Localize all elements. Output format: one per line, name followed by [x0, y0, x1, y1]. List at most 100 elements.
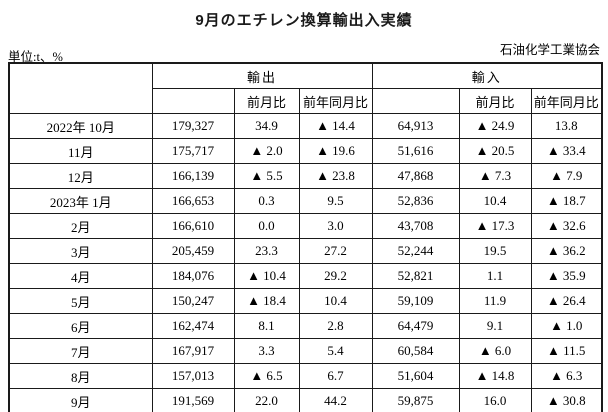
export-value-cell: 166,653: [151, 188, 235, 214]
unit-label: 単位:t、%: [8, 50, 63, 64]
export-yoy-cell: ▲ 14.4: [298, 113, 373, 139]
export-mom-header: 前月比: [233, 88, 300, 114]
month-cell: 8月: [8, 363, 153, 389]
import-yoy-cell: ▲ 11.5: [530, 338, 603, 364]
import-value-cell: 64,479: [371, 313, 460, 339]
export-value-cell: 167,917: [151, 338, 235, 364]
table-row: 11月 175,717 ▲ 2.0 ▲ 19.6 51,616 ▲ 20.5 ▲…: [8, 138, 603, 164]
month-cell: 5月: [8, 288, 153, 314]
import-value-cell: 64,913: [371, 113, 460, 139]
import-value-cell: 59,875: [371, 388, 460, 412]
month-cell: 2022年 10月: [8, 113, 153, 139]
table-row: 12月 166,139 ▲ 5.5 ▲ 23.8 47,868 ▲ 7.3 ▲ …: [8, 163, 603, 189]
import-value-cell: 52,244: [371, 238, 460, 264]
import-yoy-cell: ▲ 6.3: [530, 363, 603, 389]
export-value-cell: 191,569: [151, 388, 235, 412]
export-yoy-cell: 29.2: [298, 263, 373, 289]
export-mom-cell: 22.0: [233, 388, 300, 412]
table-row: 6月 162,474 8.1 2.8 64,479 9.1 ▲ 1.0: [8, 313, 603, 339]
export-value-cell: 205,459: [151, 238, 235, 264]
import-mom-cell: ▲ 7.3: [458, 163, 532, 189]
import-mom-cell: 1.1: [458, 263, 532, 289]
table-row: 5月 150,247 ▲ 18.4 10.4 59,109 11.9 ▲ 26.…: [8, 288, 603, 314]
import-mom-cell: 16.0: [458, 388, 532, 412]
import-mom-cell: ▲ 24.9: [458, 113, 532, 139]
import-value-cell: 52,836: [371, 188, 460, 214]
import-value-header: [371, 88, 460, 114]
export-value-cell: 179,327: [151, 113, 235, 139]
import-mom-cell: 10.4: [458, 188, 532, 214]
meta-row: 単位:t、% 石油化学工業協会: [8, 36, 600, 64]
import-yoy-cell: 13.8: [530, 113, 603, 139]
export-mom-cell: ▲ 5.5: [233, 163, 300, 189]
table-row: 4月 184,076 ▲ 10.4 29.2 52,821 1.1 ▲ 35.9: [8, 263, 603, 289]
export-value-cell: 184,076: [151, 263, 235, 289]
import-mom-header: 前月比: [458, 88, 532, 114]
import-value-cell: 51,616: [371, 138, 460, 164]
table-row: 7月 167,917 3.3 5.4 60,584 ▲ 6.0 ▲ 11.5: [8, 338, 603, 364]
export-mom-cell: ▲ 2.0: [233, 138, 300, 164]
export-yoy-cell: 3.0: [298, 213, 373, 239]
organization-label: 石油化学工業協会: [499, 43, 600, 57]
import-yoy-cell: ▲ 36.2: [530, 238, 603, 264]
export-mom-cell: ▲ 10.4: [233, 263, 300, 289]
import-value-cell: 52,821: [371, 263, 460, 289]
import-yoy-header: 前年同月比: [530, 88, 603, 114]
export-mom-cell: ▲ 18.4: [233, 288, 300, 314]
export-group-header: 輸出: [151, 62, 373, 89]
import-mom-cell: 19.5: [458, 238, 532, 264]
month-cell: 2月: [8, 213, 153, 239]
export-value-header: [151, 88, 235, 114]
import-yoy-cell: ▲ 35.9: [530, 263, 603, 289]
month-cell: 12月: [8, 163, 153, 189]
export-yoy-cell: 44.2: [298, 388, 373, 412]
export-yoy-cell: ▲ 19.6: [298, 138, 373, 164]
import-yoy-cell: ▲ 30.8: [530, 388, 603, 412]
month-column-header: [8, 62, 153, 114]
month-cell: 11月: [8, 138, 153, 164]
import-mom-cell: 9.1: [458, 313, 532, 339]
import-value-cell: 47,868: [371, 163, 460, 189]
export-yoy-cell: 5.4: [298, 338, 373, 364]
import-mom-cell: ▲ 6.0: [458, 338, 532, 364]
import-mom-cell: 11.9: [458, 288, 532, 314]
header-row-groups: 輸出 輸入: [8, 62, 603, 114]
export-value-cell: 175,717: [151, 138, 235, 164]
import-yoy-cell: ▲ 7.9: [530, 163, 603, 189]
export-value-cell: 166,139: [151, 163, 235, 189]
export-mom-cell: 34.9: [233, 113, 300, 139]
export-value-cell: 166,610: [151, 213, 235, 239]
import-mom-cell: ▲ 14.8: [458, 363, 532, 389]
month-cell: 6月: [8, 313, 153, 339]
month-cell: 7月: [8, 338, 153, 364]
month-cell: 3月: [8, 238, 153, 264]
export-value-cell: 150,247: [151, 288, 235, 314]
import-value-cell: 51,604: [371, 363, 460, 389]
import-yoy-cell: ▲ 1.0: [530, 313, 603, 339]
export-mom-cell: 0.0: [233, 213, 300, 239]
month-cell: 9月: [8, 388, 153, 412]
report-title: 9月のエチレン換算輸出入実績: [195, 12, 413, 29]
export-mom-cell: 0.3: [233, 188, 300, 214]
table-row: 2022年 10月 179,327 34.9 ▲ 14.4 64,913 ▲ 2…: [8, 113, 603, 139]
export-yoy-cell: 6.7: [298, 363, 373, 389]
export-yoy-cell: 2.8: [298, 313, 373, 339]
table-row: 2023年 1月 166,653 0.3 9.5 52,836 10.4 ▲ 1…: [8, 188, 603, 214]
export-mom-cell: ▲ 6.5: [233, 363, 300, 389]
export-mom-cell: 3.3: [233, 338, 300, 364]
import-yoy-cell: ▲ 33.4: [530, 138, 603, 164]
import-yoy-cell: ▲ 18.7: [530, 188, 603, 214]
month-cell: 4月: [8, 263, 153, 289]
import-value-cell: 43,708: [371, 213, 460, 239]
export-yoy-cell: ▲ 23.8: [298, 163, 373, 189]
table-row: 2月 166,610 0.0 3.0 43,708 ▲ 17.3 ▲ 32.6: [8, 213, 603, 239]
export-mom-cell: 8.1: [233, 313, 300, 339]
table-row: 9月 191,569 22.0 44.2 59,875 16.0 ▲ 30.8: [8, 388, 603, 412]
import-yoy-cell: ▲ 32.6: [530, 213, 603, 239]
import-mom-cell: ▲ 17.3: [458, 213, 532, 239]
export-value-cell: 157,013: [151, 363, 235, 389]
export-yoy-header: 前年同月比: [298, 88, 373, 114]
export-yoy-cell: 10.4: [298, 288, 373, 314]
month-cell: 2023年 1月: [8, 188, 153, 214]
export-yoy-cell: 9.5: [298, 188, 373, 214]
